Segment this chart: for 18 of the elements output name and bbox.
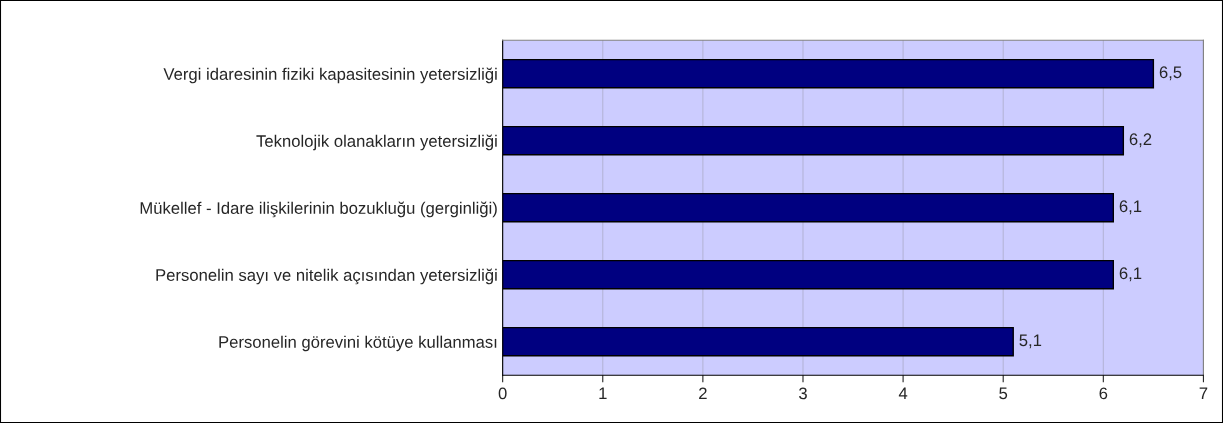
y-tick-label: Teknolojik olanakların yetersizliği — [256, 134, 497, 151]
x-tick-label: 6 — [1099, 387, 1108, 400]
y-tick-label: Mükellef - Idare ilişkilerinin bozukluğu (gerginliği) — [140, 201, 497, 218]
data-label: 6,1 — [1119, 267, 1142, 282]
data-label: 6,1 — [1119, 200, 1142, 215]
y-tick-label: Personelin görevini kötüye kullanması — [219, 335, 497, 352]
x-tick-label: 7 — [1199, 387, 1208, 400]
x-tick-label: 4 — [898, 387, 908, 400]
y-tick-label: Personelin sayı ve nitelik açısından yetersizliği — [156, 268, 497, 285]
data-label: 6,2 — [1129, 133, 1152, 148]
data-label: 6,5 — [1159, 66, 1182, 81]
data-label: 5,1 — [1019, 334, 1042, 349]
x-tick-label: 5 — [999, 387, 1008, 400]
x-tick-label: 2 — [699, 387, 707, 400]
x-tick-label: 1 — [599, 387, 607, 400]
x-tick-label: 0 — [498, 387, 507, 400]
y-tick-label: Vergi idaresinin fiziki kapasitesinin yetersizliği — [163, 67, 497, 84]
x-tick-label: 3 — [798, 387, 807, 400]
